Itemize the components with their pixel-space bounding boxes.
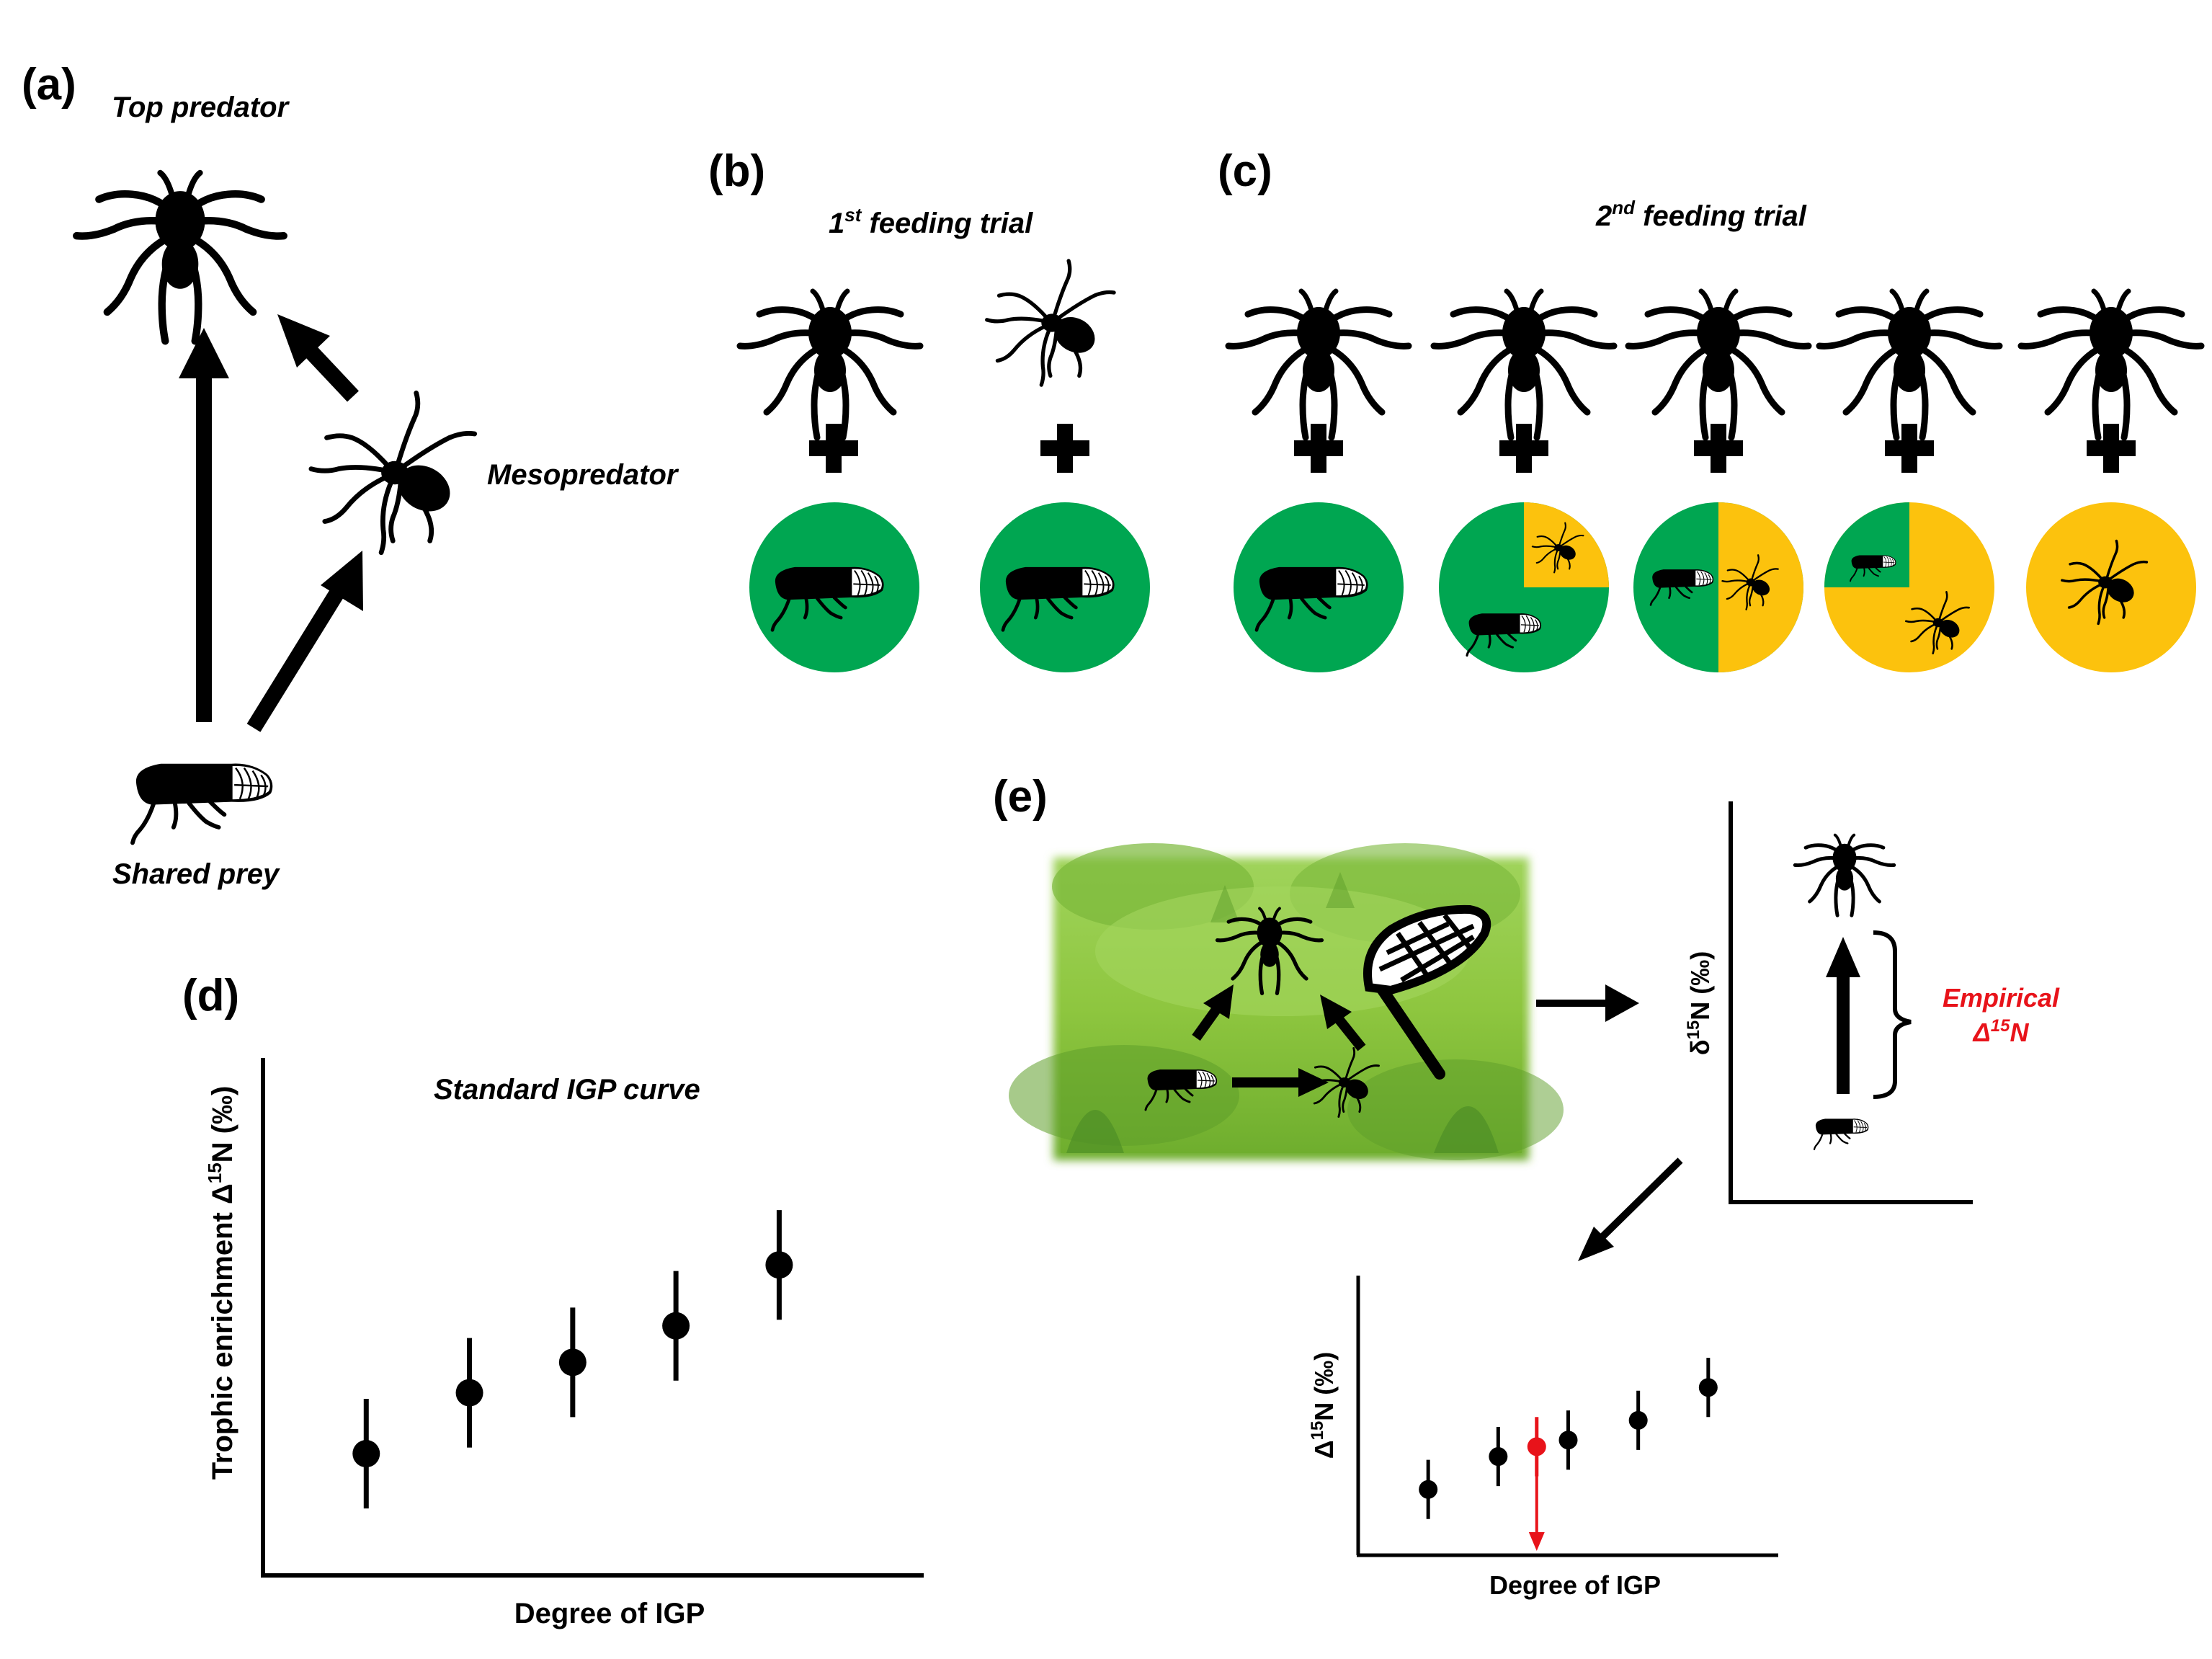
chart-e-point-3	[1558, 1431, 1578, 1450]
chart-e-point-5	[1698, 1378, 1718, 1397]
first-trial-title: 1st feeding trial	[829, 204, 1033, 239]
trial1-plus-2	[1040, 424, 1089, 473]
isotope-plot-prey-icon	[1813, 1118, 1870, 1151]
chart-e-point-2	[1489, 1447, 1508, 1467]
panel-e-label: (e)	[993, 772, 1048, 822]
chart-d-xlabel: Degree of IGP	[514, 1598, 705, 1629]
trial2-top-predator-icon-1	[1228, 291, 1409, 437]
habitat-arrow-meso-to-top	[1320, 995, 1366, 1051]
arrow-habitat-to-isotope-plot	[1536, 984, 1639, 1022]
panel-b-label: (b)	[708, 146, 765, 196]
chart-d-point-1	[352, 1440, 380, 1468]
isotope-plot-top-predator-icon	[1795, 835, 1894, 916]
chart-e-point-1	[1419, 1480, 1438, 1499]
empirical-label-line1: Empirical	[1943, 983, 2060, 1013]
top-predator-spider-icon	[76, 173, 284, 341]
shared-prey-leafhopper-icon	[133, 764, 272, 843]
chart-e-xlabel: Degree of IGP	[1489, 1570, 1661, 1600]
isotope-plot-ylabel: δ15N (‰)	[1684, 951, 1715, 1056]
chart-d-ylabel: Trophic enrichment Δ15N (‰)	[204, 1086, 238, 1480]
panel-c: (c) 2nd feeding trial	[1218, 146, 2201, 672]
habitat-arrow-prey-to-meso	[1232, 1068, 1329, 1097]
arrow-isotope-to-igp-chart	[1578, 1157, 1683, 1261]
panel-d-label: (d)	[182, 971, 239, 1020]
chart-d-point-2	[455, 1379, 483, 1407]
sweep-net-icon	[1363, 904, 1491, 1080]
trial1-top-predator-icon	[740, 291, 920, 437]
arrow-prey-to-mesopredator	[246, 551, 363, 732]
panel-a: (a) Top predator Mesopredator Shared pre…	[22, 60, 679, 890]
empirical-label-line2: Δ15N	[1972, 1016, 2030, 1047]
empirical-bracket	[1873, 930, 1912, 1099]
panel-c-label: (c)	[1218, 146, 1272, 196]
habitat-scene	[1009, 843, 1564, 1160]
trial2-top-predator-icon-2	[1434, 291, 1614, 437]
isotope-plot-enrichment-arrow	[1826, 937, 1860, 1094]
trial2-diet4-prey-wedge	[1824, 502, 1909, 587]
chart-e-points	[1419, 1358, 1718, 1551]
chart-e-empirical-arrowhead	[1528, 1532, 1545, 1551]
trial2-top-predator-icon-5	[2021, 291, 2201, 437]
habitat-arrow-prey-to-top	[1192, 984, 1234, 1041]
chart-d-points	[352, 1210, 793, 1509]
panel-e: (e)	[993, 772, 2060, 1600]
panel-b: (b) 1st feeding trial	[708, 146, 1150, 672]
trial1-mesopredator-icon	[987, 261, 1114, 385]
panel-a-label: (a)	[22, 60, 76, 110]
igp-curve-title: Standard IGP curve	[434, 1074, 700, 1106]
arrow-prey-to-top-predator	[179, 328, 229, 722]
chart-d-point-5	[765, 1251, 793, 1279]
panel-d: (d) Standard IGP curve Degree of IGP Tro…	[182, 971, 924, 1629]
mesopredator-label: Mesopredator	[487, 459, 679, 491]
chart-e-empirical-point	[1527, 1437, 1546, 1456]
chart-d-point-4	[662, 1312, 690, 1340]
top-predator-label: Top predator	[112, 92, 290, 123]
trial2-top-predator-icon-3	[1628, 291, 1809, 437]
trial2-diet2-mesopredator-wedge	[1524, 502, 1609, 587]
trial2-top-predator-icon-4	[1819, 291, 1999, 437]
chart-e-ylabel: Δ15N (‰)	[1308, 1352, 1339, 1459]
mesopredator-spider-icon	[311, 393, 475, 552]
shared-prey-label: Shared prey	[112, 858, 280, 890]
chart-d-point-3	[558, 1348, 587, 1376]
chart-e-point-4	[1628, 1410, 1648, 1430]
second-trial-title: 2nd feeding trial	[1595, 197, 1807, 232]
arrow-mesopredator-to-top-predator	[277, 314, 360, 402]
